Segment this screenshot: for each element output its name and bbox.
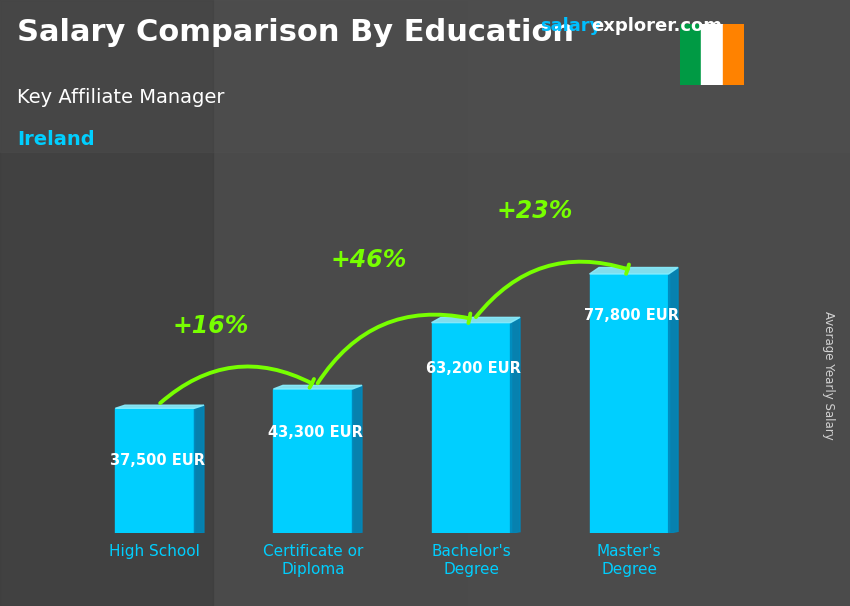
- Text: explorer.com: explorer.com: [591, 17, 722, 35]
- Bar: [701, 24, 722, 85]
- Text: 77,800 EUR: 77,800 EUR: [585, 308, 679, 323]
- Polygon shape: [116, 408, 195, 533]
- Polygon shape: [511, 318, 520, 533]
- Bar: [468, 0, 850, 606]
- Text: Average Yearly Salary: Average Yearly Salary: [822, 311, 836, 440]
- Polygon shape: [116, 405, 204, 408]
- Polygon shape: [353, 385, 362, 533]
- Text: 43,300 EUR: 43,300 EUR: [269, 425, 363, 440]
- Text: 37,500 EUR: 37,500 EUR: [110, 453, 205, 468]
- Polygon shape: [590, 267, 678, 274]
- Text: Ireland: Ireland: [17, 130, 94, 149]
- Text: +23%: +23%: [496, 199, 572, 224]
- Polygon shape: [274, 385, 362, 389]
- Bar: [0, 0, 212, 606]
- Polygon shape: [274, 389, 353, 533]
- Text: Key Affiliate Manager: Key Affiliate Manager: [17, 88, 224, 107]
- Polygon shape: [195, 405, 204, 533]
- Text: salary: salary: [540, 17, 601, 35]
- Bar: [0, 0, 850, 152]
- Polygon shape: [669, 267, 678, 533]
- Polygon shape: [590, 274, 669, 533]
- Polygon shape: [432, 322, 511, 533]
- Bar: [722, 24, 744, 85]
- Text: 63,200 EUR: 63,200 EUR: [427, 361, 521, 376]
- Polygon shape: [432, 318, 520, 322]
- Text: +16%: +16%: [172, 315, 248, 339]
- Bar: [680, 24, 701, 85]
- Text: Salary Comparison By Education: Salary Comparison By Education: [17, 18, 574, 47]
- Text: +46%: +46%: [330, 248, 406, 272]
